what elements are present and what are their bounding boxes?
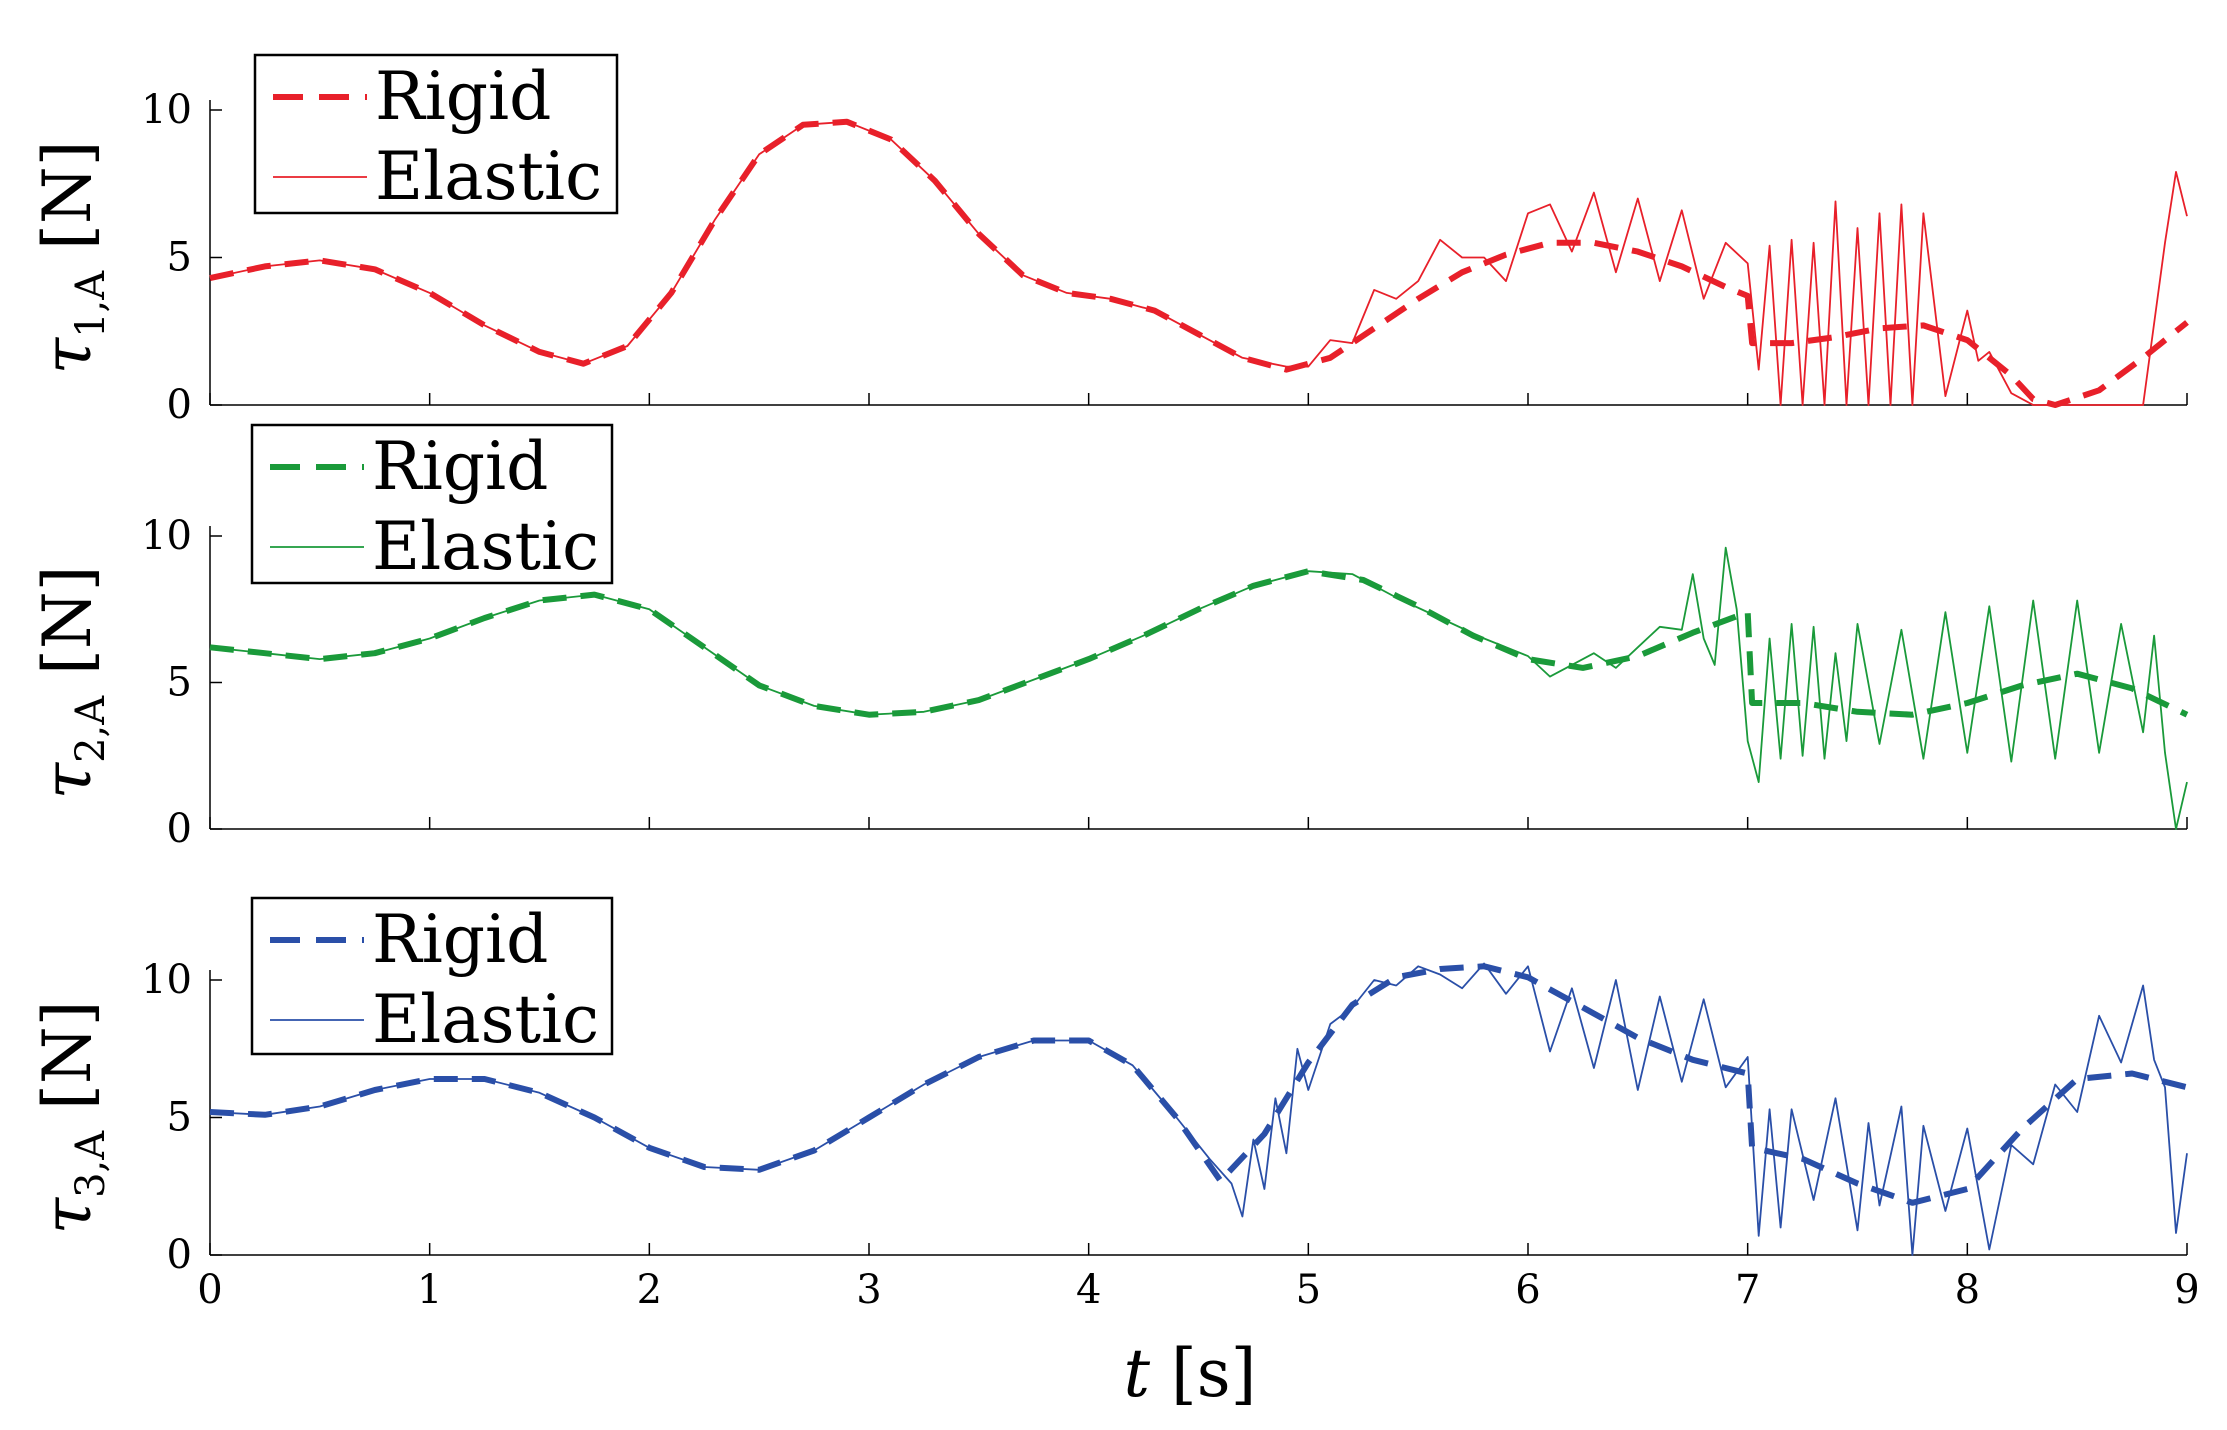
y-tick-label: 0 [167, 1232, 192, 1278]
x-tick-label: 1 [417, 1267, 442, 1313]
x-axis-label: t [s] [1124, 1335, 1257, 1412]
x-tick-label: 6 [1515, 1267, 1540, 1313]
y-tick-label: 0 [167, 806, 192, 852]
legend-label-elastic: Elastic [372, 981, 599, 1058]
x-tick-label: 5 [1296, 1267, 1321, 1313]
y-tick-label: 5 [167, 235, 192, 281]
y-tick-label: 10 [141, 513, 192, 559]
y-tick-label: 5 [167, 660, 192, 706]
legend-label-rigid: Rigid [372, 901, 548, 978]
legend-box [250, 423, 614, 585]
legend-label-rigid: Rigid [375, 58, 551, 135]
x-tick-label: 8 [1955, 1267, 1980, 1313]
x-tick-label: 7 [1735, 1267, 1760, 1313]
y-axis-label: τ1,A [N] [29, 141, 114, 375]
y-axis-label: τ2,A [N] [29, 566, 114, 800]
series-line-elastic [209, 120, 2188, 406]
legend-label-rigid: Rigid [372, 428, 548, 505]
legend-box [250, 896, 614, 1056]
y-tick-label: 0 [167, 382, 192, 428]
x-tick-label: 2 [637, 1267, 662, 1313]
x-tick-label: 0 [197, 1267, 222, 1313]
legend-label-elastic: Elastic [372, 508, 599, 585]
x-tick-label: 3 [856, 1267, 881, 1313]
series-line-elastic [209, 546, 2188, 830]
series-line-elastic [209, 962, 2188, 1256]
legend-label-elastic: Elastic [375, 138, 602, 215]
legend-box [253, 53, 619, 215]
y-axis-label: τ3,A [N] [29, 1001, 114, 1235]
series-line-rigid [209, 568, 2189, 718]
y-tick-label: 10 [141, 957, 192, 1003]
x-tick-label: 9 [2174, 1267, 2199, 1313]
y-tick-label: 5 [167, 1095, 192, 1141]
x-tick-label: 4 [1076, 1267, 1101, 1313]
y-tick-label: 10 [141, 87, 192, 133]
